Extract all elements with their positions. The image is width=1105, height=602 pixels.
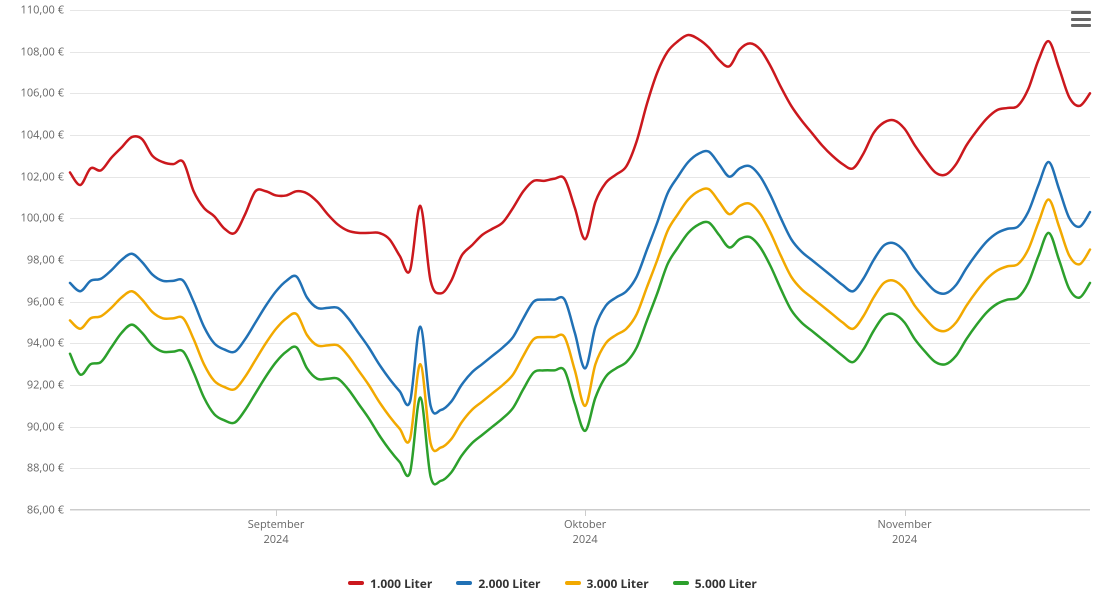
y-tick-label: 96,00 € xyxy=(27,294,70,309)
legend-item[interactable]: 5.000 Liter xyxy=(673,575,757,592)
y-tick-label: 106,00 € xyxy=(21,86,70,101)
legend-label: 5.000 Liter xyxy=(695,575,757,592)
legend: 1.000 Liter 2.000 Liter 3.000 Liter 5.000 L… xyxy=(0,572,1105,592)
y-tick-label: 94,00 € xyxy=(27,336,70,351)
x-tick-label: September2024 xyxy=(248,510,305,548)
legend-swatch xyxy=(673,581,689,585)
y-tick-label: 86,00 € xyxy=(27,503,70,518)
y-tick-label: 88,00 € xyxy=(27,461,70,476)
legend-item[interactable]: 1.000 Liter xyxy=(348,575,432,592)
series-line xyxy=(70,35,1090,293)
legend-item[interactable]: 2.000 Liter xyxy=(456,575,540,592)
y-tick-label: 102,00 € xyxy=(21,169,70,184)
y-tick-label: 90,00 € xyxy=(27,419,70,434)
price-chart: 86,00 € 88,00 € 90,00 € 92,00 € 94,00 € 96,00… xyxy=(0,0,1105,602)
y-tick-label: 98,00 € xyxy=(27,253,70,268)
series-svg xyxy=(70,10,1090,510)
y-tick-label: 92,00 € xyxy=(27,378,70,393)
x-tick-label: Oktober2024 xyxy=(564,510,606,548)
y-tick-label: 108,00 € xyxy=(21,44,70,59)
y-tick-label: 110,00 € xyxy=(21,3,70,18)
y-tick-label: 104,00 € xyxy=(21,128,70,143)
legend-label: 2.000 Liter xyxy=(478,575,540,592)
legend-label: 1.000 Liter xyxy=(370,575,432,592)
legend-label: 3.000 Liter xyxy=(587,575,649,592)
legend-swatch xyxy=(565,581,581,585)
series-line xyxy=(70,151,1090,414)
legend-swatch xyxy=(348,581,364,585)
legend-swatch xyxy=(456,581,472,585)
x-tick-label: November2024 xyxy=(877,510,931,548)
plot-area: 86,00 €88,00 €90,00 €92,00 €94,00 €96,00… xyxy=(70,10,1090,510)
legend-item[interactable]: 3.000 Liter xyxy=(565,575,649,592)
y-tick-label: 100,00 € xyxy=(21,211,70,226)
